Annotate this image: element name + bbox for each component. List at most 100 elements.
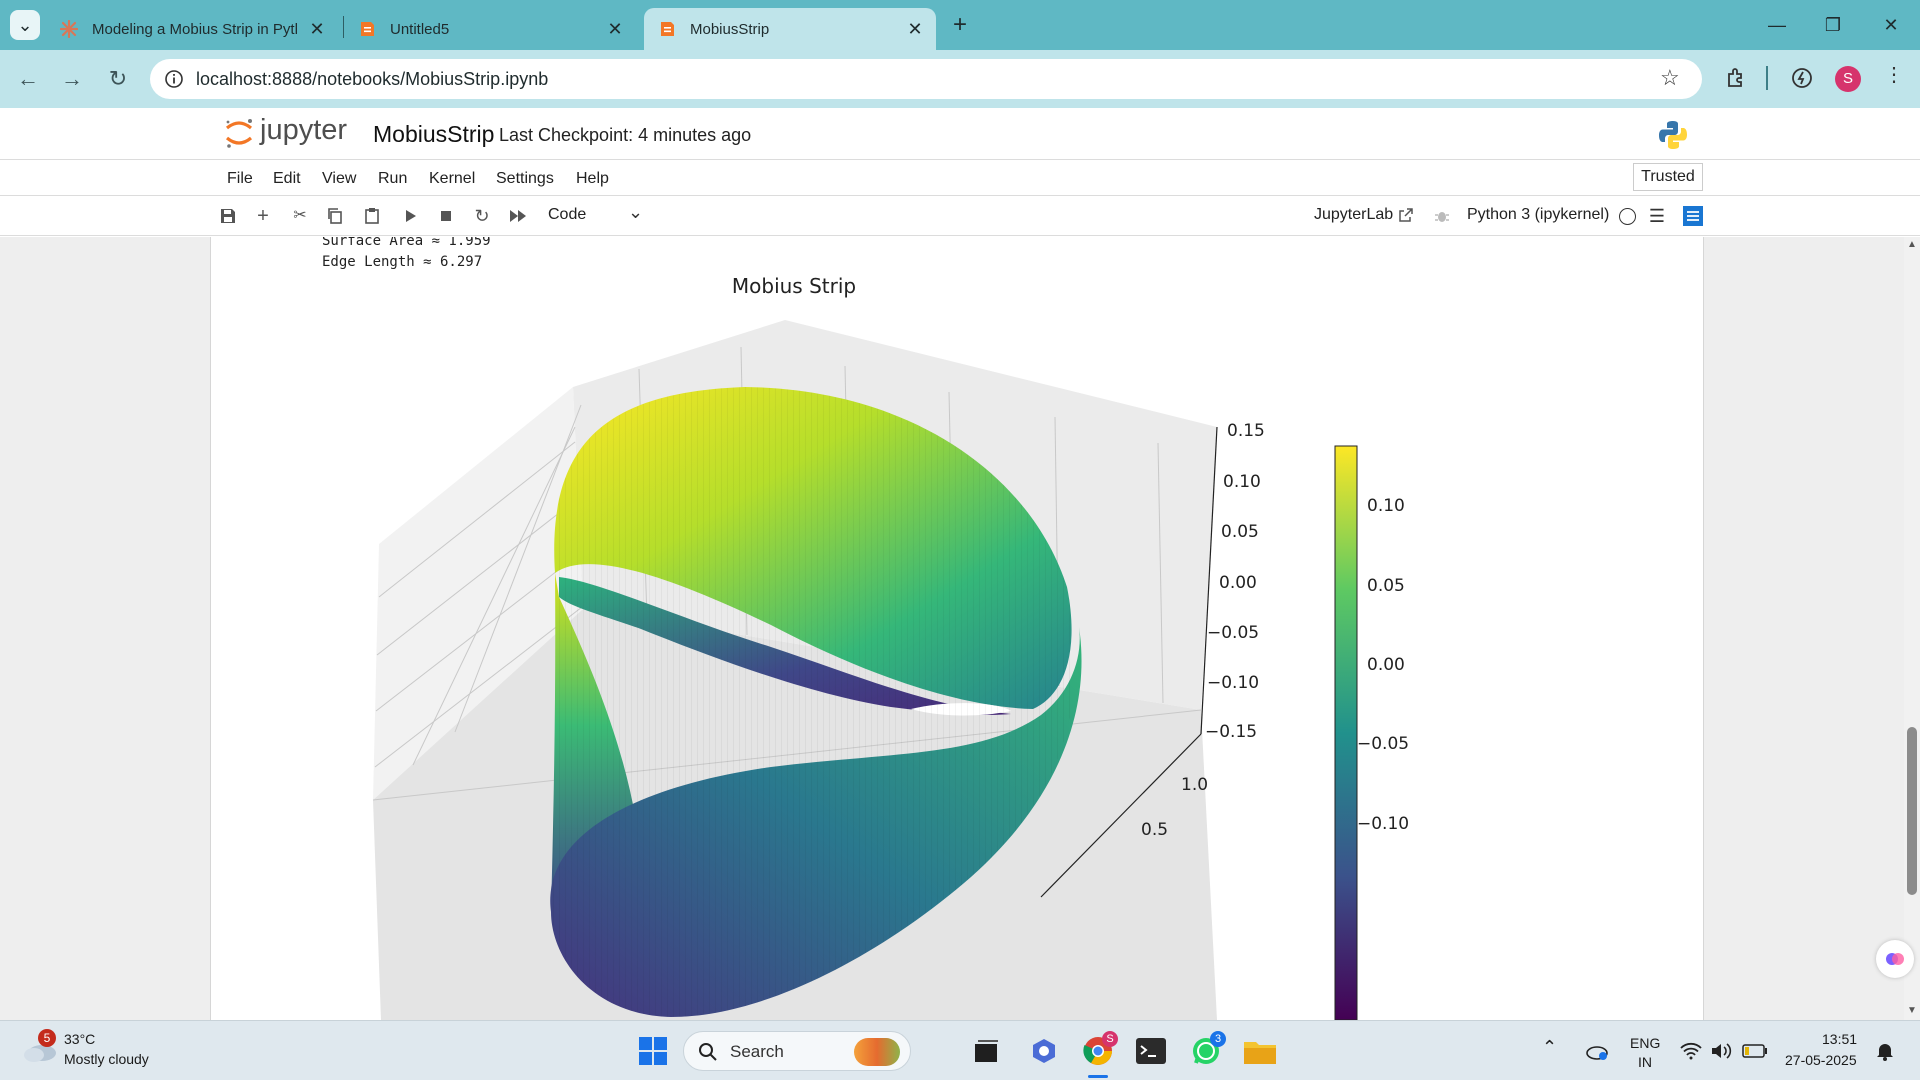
- colorbar: 0.10 0.05 0.00 −0.05 −0.10: [1334, 445, 1409, 1020]
- task-view-icon[interactable]: [974, 1038, 1000, 1064]
- taskbar-search-box[interactable]: Search: [683, 1031, 911, 1071]
- y-tick-label: 0.5: [1141, 820, 1168, 840]
- scroll-thumb[interactable]: [1907, 727, 1917, 895]
- copilot-floating-icon[interactable]: [1876, 940, 1914, 978]
- add-cell-icon[interactable]: +: [257, 205, 269, 227]
- z-axis: 0.15 0.10 0.05 0.00 −0.05 −0.10 −0.15: [1200, 421, 1265, 742]
- performance-icon[interactable]: [1790, 66, 1814, 90]
- tab-untitled5[interactable]: Untitled5 ✕: [344, 8, 638, 50]
- mobius-plot: Mobius Strip: [372, 274, 1409, 1020]
- menu-help[interactable]: Help: [576, 170, 609, 187]
- tab-title: Modeling a Mobius Strip in Pyth: [92, 20, 297, 38]
- tab-claude[interactable]: Modeling a Mobius Strip in Pyth ✕: [46, 8, 340, 50]
- debugger-icon[interactable]: [1434, 208, 1450, 224]
- windows-taskbar: 5 33°C Mostly cloudy Search S 3 ⌃ ENG IN…: [0, 1020, 1920, 1080]
- y-tick-label: 1.0: [1181, 775, 1208, 795]
- close-icon[interactable]: ✕: [607, 18, 623, 39]
- terminal-app-icon[interactable]: [1136, 1038, 1166, 1064]
- jupyter-logo-text[interactable]: jupyter: [260, 114, 348, 146]
- copy-icon[interactable]: [326, 207, 344, 225]
- z-tick-label: −0.15: [1205, 722, 1257, 742]
- external-link-icon[interactable]: [1398, 207, 1414, 223]
- search-icon: [699, 1043, 717, 1061]
- z-tick-label: 0.00: [1219, 573, 1257, 593]
- new-tab-button[interactable]: +: [952, 11, 967, 38]
- property-inspector-icon[interactable]: [1683, 206, 1703, 226]
- clock-date[interactable]: 27-05-2025: [1785, 1052, 1857, 1068]
- tab-search-button[interactable]: ⌄: [10, 10, 40, 40]
- menu-edit[interactable]: Edit: [273, 170, 301, 187]
- trusted-indicator[interactable]: Trusted: [1633, 163, 1703, 191]
- notification-bell-icon[interactable]: [1875, 1041, 1895, 1061]
- python-logo-icon: [1659, 121, 1687, 149]
- menu-settings[interactable]: Settings: [496, 170, 554, 187]
- colorbar-tick-label: 0.10: [1367, 496, 1405, 516]
- weather-desc: Mostly cloudy: [64, 1051, 149, 1067]
- scroll-down-icon[interactable]: ▼: [1907, 1005, 1917, 1016]
- search-highlight-image: [854, 1038, 900, 1066]
- scroll-up-icon[interactable]: ▲: [1907, 239, 1917, 250]
- menu-kernel[interactable]: Kernel: [429, 170, 476, 187]
- copilot-app-icon[interactable]: [1030, 1037, 1058, 1065]
- z-tick-label: 0.05: [1221, 522, 1259, 542]
- forward-button[interactable]: →: [61, 66, 83, 91]
- whatsapp-app-icon[interactable]: 3: [1190, 1031, 1226, 1067]
- wifi-icon[interactable]: [1680, 1042, 1702, 1060]
- close-icon[interactable]: ✕: [309, 18, 325, 39]
- show-hidden-icons[interactable]: ⌃: [1542, 1037, 1558, 1057]
- notebook-name[interactable]: MobiusStrip: [373, 121, 495, 147]
- colorbar-gradient: [1334, 445, 1358, 1020]
- paste-icon[interactable]: [363, 207, 381, 225]
- z-tick-label: −0.10: [1207, 673, 1259, 693]
- whatsapp-badge: 3: [1210, 1031, 1226, 1047]
- y-axis-line: [1040, 733, 1202, 898]
- search-placeholder: Search: [730, 1042, 784, 1061]
- jupyter-menubar: File Edit View Run Kernel Settings Help …: [0, 160, 1920, 196]
- clock-time[interactable]: 13:51: [1822, 1031, 1858, 1047]
- jupyter-logo-icon[interactable]: [224, 116, 254, 150]
- chrome-app-icon[interactable]: S: [1082, 1031, 1118, 1067]
- file-explorer-icon[interactable]: [1244, 1038, 1276, 1064]
- minimize-button[interactable]: —: [1768, 15, 1786, 35]
- extensions-icon[interactable]: [1725, 66, 1749, 90]
- toolbar-divider: [1766, 66, 1768, 90]
- browser-menu-icon[interactable]: ⋮: [1884, 64, 1904, 86]
- notebook-scrollbar[interactable]: ▲ ▼: [1904, 237, 1920, 1020]
- battery-icon[interactable]: [1742, 1044, 1768, 1058]
- onedrive-icon[interactable]: [1585, 1041, 1609, 1061]
- run-all-icon[interactable]: [508, 207, 528, 225]
- weather-temp: 33°C: [64, 1031, 96, 1047]
- restore-button[interactable]: ❐: [1824, 15, 1842, 35]
- chevron-down-icon[interactable]: ⌄: [628, 202, 644, 222]
- menu-list-icon[interactable]: ☰: [1648, 206, 1666, 226]
- run-icon[interactable]: [401, 207, 419, 225]
- save-icon[interactable]: [219, 207, 237, 225]
- tab-divider: [343, 16, 344, 38]
- tab-mobiusstrip[interactable]: MobiusStrip ✕: [644, 8, 936, 50]
- bookmark-star-icon[interactable]: ☆: [1660, 65, 1680, 90]
- stop-icon[interactable]: [437, 207, 455, 225]
- volume-icon[interactable]: [1710, 1042, 1732, 1060]
- restart-icon[interactable]: ↻: [474, 206, 490, 226]
- cut-icon[interactable]: ✂: [293, 207, 307, 224]
- close-icon[interactable]: ✕: [907, 18, 923, 39]
- kernel-status-icon: [1619, 208, 1636, 225]
- close-window-button[interactable]: ✕: [1883, 15, 1899, 35]
- profile-avatar[interactable]: S: [1835, 66, 1861, 92]
- weather-widget[interactable]: 5 33°C Mostly cloudy: [20, 1027, 170, 1073]
- address-bar[interactable]: localhost:8888/notebooks/MobiusStrip.ipy…: [150, 59, 1702, 99]
- colorbar-tick-label: −0.05: [1357, 734, 1409, 754]
- language-code[interactable]: ENG: [1630, 1035, 1661, 1051]
- kernel-name[interactable]: Python 3 (ipykernel): [1467, 206, 1610, 223]
- cell-type-select[interactable]: Code: [548, 206, 587, 223]
- z-axis-line: [1200, 426, 1218, 735]
- back-button[interactable]: ←: [17, 66, 39, 91]
- menu-file[interactable]: File: [227, 170, 253, 187]
- jupyterlab-link[interactable]: JupyterLab: [1314, 206, 1394, 223]
- menu-run[interactable]: Run: [378, 170, 408, 187]
- language-region[interactable]: IN: [1638, 1054, 1652, 1070]
- menu-view[interactable]: View: [322, 170, 357, 187]
- site-info-icon[interactable]: [164, 69, 184, 89]
- windows-start-icon[interactable]: [639, 1037, 667, 1065]
- reload-button[interactable]: ↻: [108, 66, 128, 91]
